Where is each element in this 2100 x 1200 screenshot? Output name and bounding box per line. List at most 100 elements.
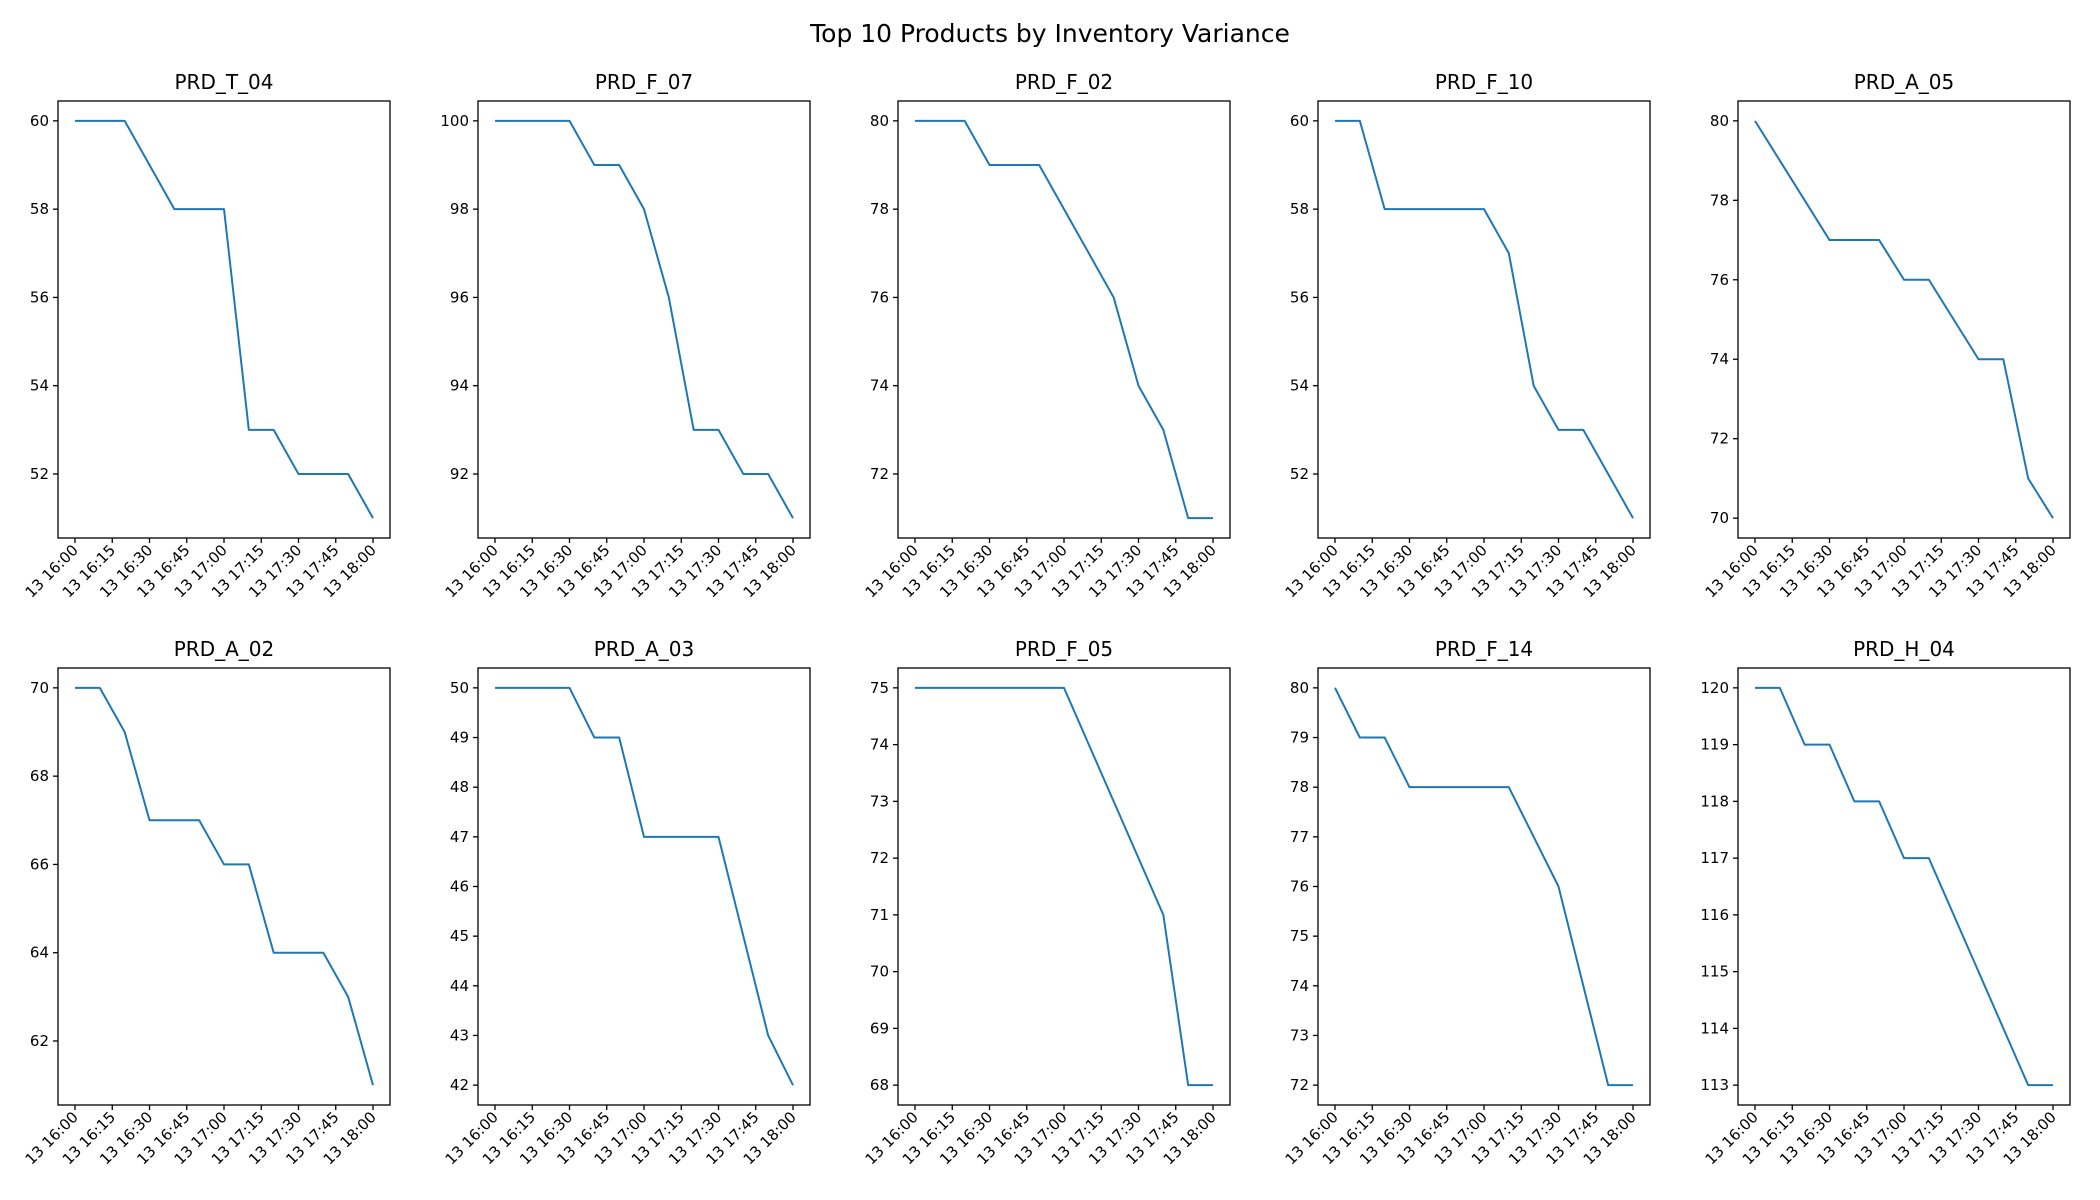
axes-frame — [1737, 100, 2071, 539]
y-tick-label: 64 — [30, 944, 49, 962]
y-tick-label: 45 — [450, 927, 469, 945]
y-tick-label: 72 — [870, 849, 889, 867]
y-tick-label: 72 — [870, 465, 889, 483]
y-tick-label: 69 — [870, 1019, 889, 1037]
y-tick-label: 50 — [450, 679, 469, 697]
y-tick-label: 80 — [870, 112, 889, 130]
y-tick-label: 52 — [30, 465, 49, 483]
subplot-title: PRD_F_10 — [1435, 70, 1533, 94]
y-tick-label: 76 — [870, 288, 889, 306]
y-tick-label: 120 — [1700, 679, 1729, 697]
y-tick-label: 79 — [1290, 729, 1309, 747]
y-tick-label: 66 — [30, 855, 49, 873]
series-line — [1755, 686, 2053, 1087]
y-tick-label: 94 — [450, 377, 469, 395]
y-tick-label: 42 — [450, 1076, 469, 1094]
y-tick-label: 56 — [30, 288, 49, 306]
series-line — [1754, 120, 2054, 519]
y-tick-label: 75 — [870, 679, 889, 697]
y-tick-label: 114 — [1700, 1019, 1729, 1037]
y-tick-label: 72 — [1290, 1076, 1309, 1094]
axes-frame — [477, 100, 811, 539]
series-line — [75, 119, 374, 519]
y-tick-label: 44 — [450, 977, 469, 995]
y-tick-label: 43 — [450, 1026, 469, 1044]
axes-frame — [57, 667, 391, 1106]
y-tick-label: 72 — [1710, 430, 1729, 448]
y-tick-label: 54 — [1290, 377, 1309, 395]
y-tick-label: 76 — [1290, 878, 1309, 896]
y-tick-label: 48 — [450, 778, 469, 796]
series-line — [915, 119, 1213, 520]
y-tick-label: 70 — [1710, 509, 1729, 527]
y-tick-label: 58 — [1290, 200, 1309, 218]
figure-title: Top 10 Products by Inventory Variance — [809, 19, 1290, 48]
y-tick-label: 73 — [870, 792, 889, 810]
y-tick-label: 118 — [1700, 792, 1729, 810]
subplot-title: PRD_F_05 — [1015, 637, 1113, 661]
y-tick-label: 76 — [1710, 271, 1729, 289]
y-tick-label: 56 — [1290, 288, 1309, 306]
y-tick-label: 78 — [1290, 778, 1309, 796]
y-tick-label: 77 — [1290, 828, 1309, 846]
subplot-title: PRD_H_04 — [1853, 637, 1955, 661]
axes-frame — [897, 100, 1231, 539]
subplot-title: PRD_F_14 — [1435, 637, 1533, 661]
axes-frame — [897, 667, 1231, 1106]
y-tick-label: 54 — [30, 377, 49, 395]
y-tick-label: 78 — [870, 200, 889, 218]
axes-frame — [1317, 100, 1651, 539]
y-tick-label: 60 — [30, 112, 49, 130]
y-tick-label: 115 — [1700, 963, 1729, 981]
y-tick-label: 80 — [1710, 112, 1729, 130]
subplot-title: PRD_T_04 — [174, 70, 273, 94]
y-tick-label: 73 — [1290, 1026, 1309, 1044]
series-line — [75, 686, 374, 1086]
series-line — [495, 686, 794, 1086]
axes-frame — [1737, 667, 2071, 1106]
y-tick-label: 74 — [870, 736, 889, 754]
axes-frame — [57, 100, 391, 539]
y-tick-label: 71 — [870, 906, 889, 924]
y-tick-label: 78 — [1710, 191, 1729, 209]
y-tick-label: 52 — [1290, 465, 1309, 483]
y-tick-label: 96 — [450, 288, 469, 306]
y-tick-label: 116 — [1700, 906, 1729, 924]
subplot-title: PRD_A_02 — [174, 637, 275, 661]
y-tick-label: 49 — [450, 729, 469, 747]
y-tick-label: 70 — [870, 963, 889, 981]
subplot-title: PRD_F_02 — [1015, 70, 1113, 94]
y-tick-label: 74 — [1710, 350, 1729, 368]
y-tick-label: 62 — [30, 1032, 49, 1050]
y-tick-label: 74 — [870, 377, 889, 395]
y-tick-label: 46 — [450, 878, 469, 896]
y-tick-label: 60 — [1290, 112, 1309, 130]
y-tick-label: 92 — [450, 465, 469, 483]
series-line — [495, 119, 794, 519]
y-tick-label: 117 — [1700, 849, 1729, 867]
series-line — [1334, 687, 1633, 1087]
series-line — [1335, 119, 1634, 519]
y-tick-label: 113 — [1700, 1076, 1729, 1094]
y-tick-label: 100 — [440, 112, 469, 130]
y-tick-label: 58 — [30, 200, 49, 218]
axes-frame — [477, 667, 811, 1106]
subplot-title: PRD_A_03 — [594, 637, 695, 661]
y-tick-label: 68 — [870, 1076, 889, 1094]
y-tick-label: 119 — [1700, 736, 1729, 754]
y-tick-label: 74 — [1290, 977, 1309, 995]
y-tick-label: 80 — [1290, 679, 1309, 697]
y-tick-label: 68 — [30, 767, 49, 785]
subplot-title: PRD_A_05 — [1854, 70, 1955, 94]
